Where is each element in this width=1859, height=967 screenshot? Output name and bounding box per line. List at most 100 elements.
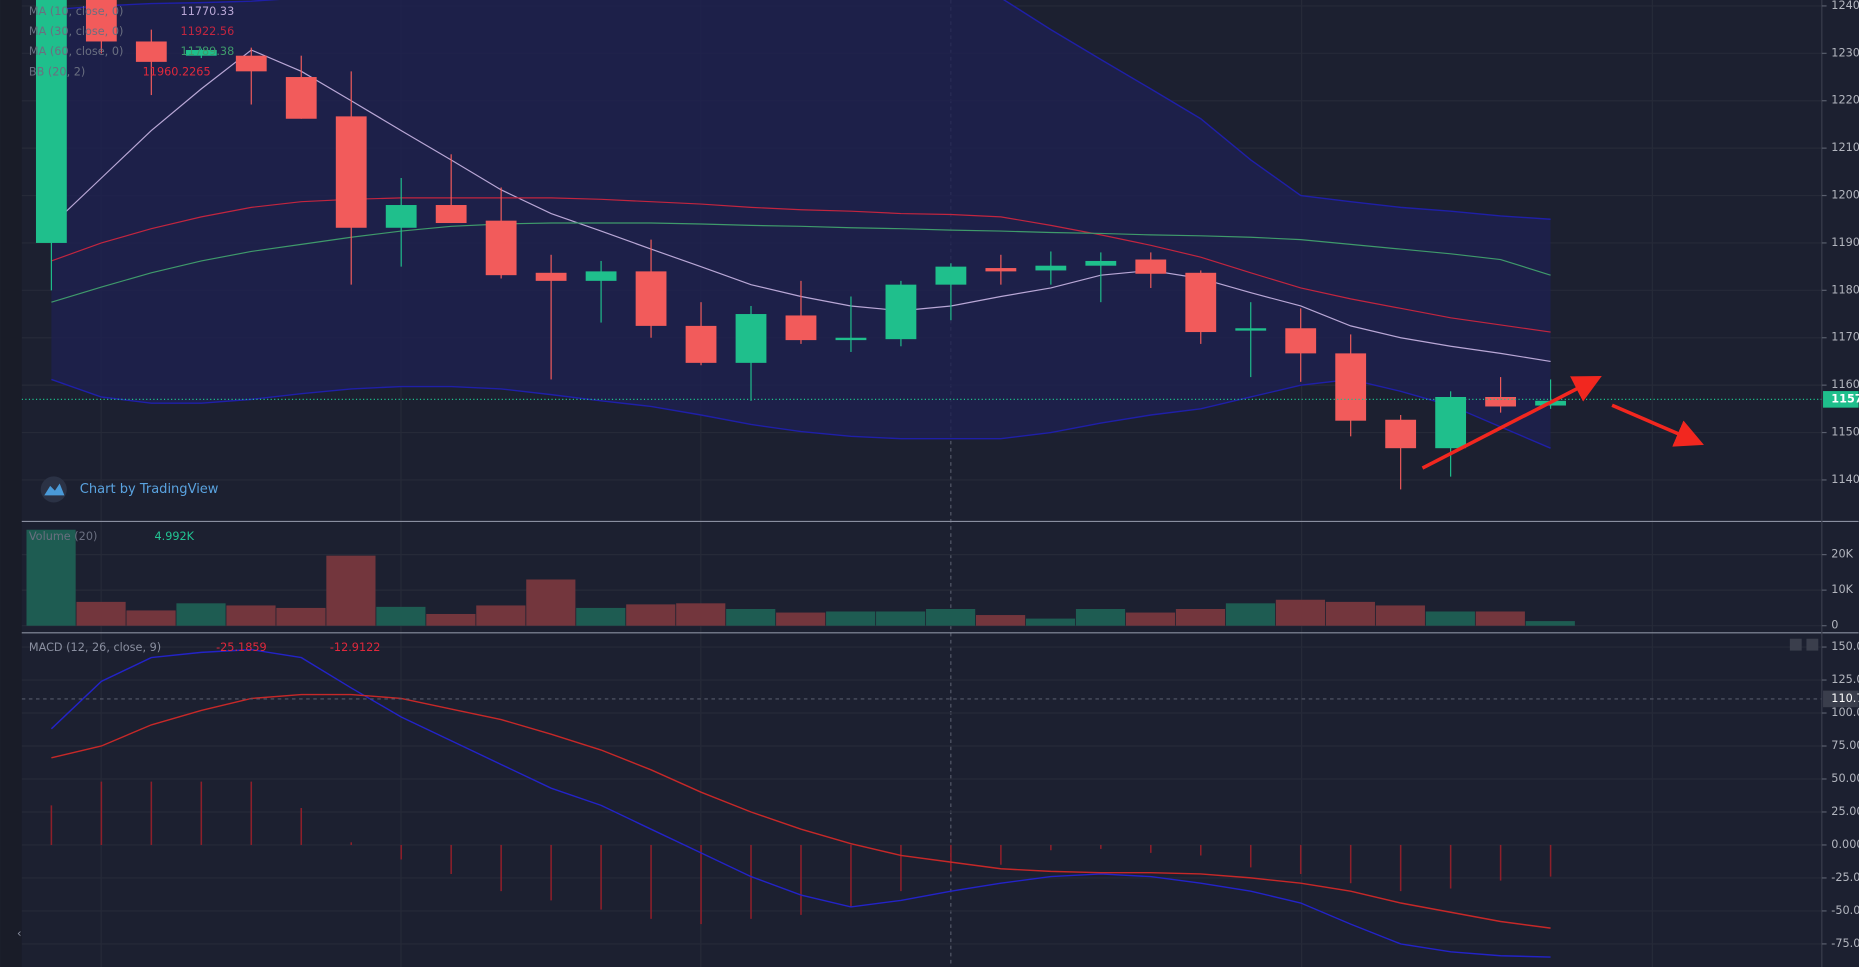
volume-bar — [1425, 611, 1475, 626]
volume-bar — [1275, 599, 1326, 626]
volume-bar — [426, 613, 476, 626]
legend-name: MA (10, close, 0) — [29, 5, 124, 18]
legend-value: -12.9122 — [330, 641, 381, 654]
y-tick-label: 100.0 — [1831, 706, 1859, 719]
last-price-box — [1823, 391, 1859, 408]
y-tick-label: 1220 — [1831, 94, 1859, 107]
volume-bar — [876, 611, 926, 626]
candle-body — [335, 116, 367, 228]
volume-bar — [276, 607, 326, 626]
y-tick-label: 20K — [1831, 548, 1853, 561]
volume-bar — [676, 603, 726, 626]
y-tick-label: 1140 — [1831, 473, 1859, 486]
y-tick-label: 50.00 — [1831, 772, 1859, 785]
y-tick-label: 1170 — [1831, 331, 1859, 344]
volume-bar — [1175, 608, 1226, 626]
macd-line — [51, 693, 1551, 929]
volume-bar — [1125, 612, 1176, 626]
legend-value: 11770.33 — [181, 5, 235, 18]
y-tick-label: 1240 — [1831, 0, 1859, 12]
candle-body — [135, 41, 167, 62]
y-tick-label: 1160 — [1831, 378, 1859, 391]
y-tick-label: 1210 — [1831, 141, 1859, 154]
legend-value: 11789.38 — [181, 45, 235, 58]
y-tick-label: 1230 — [1831, 46, 1859, 59]
candle-body — [1485, 396, 1517, 407]
volume-bar — [1025, 618, 1076, 626]
candle-body — [885, 284, 917, 340]
band-upper — [51, 0, 1551, 220]
candle-body — [1035, 265, 1067, 271]
volume-bar — [476, 605, 526, 626]
macd-line — [50, 648, 1551, 958]
volume-bar — [1375, 605, 1425, 626]
candle-body — [685, 325, 717, 363]
macd-pane — [21, 646, 1822, 958]
watermark: Chart by TradingView — [80, 482, 219, 497]
legend-name: Volume (20) — [29, 530, 98, 543]
legends: MA (10, close, 0) 11770.33 MA (30, close, … — [29, 5, 381, 654]
y-tick-label: -25.00 — [1831, 871, 1859, 884]
candle-body — [1085, 260, 1117, 266]
y-tick-label: 10K — [1831, 583, 1853, 596]
legend-value: -25.1859 — [216, 641, 267, 654]
toolbar[interactable] — [0, 0, 22, 967]
y-tick-label: 150.0 — [1831, 640, 1859, 653]
candle-body — [85, 0, 117, 42]
volume-bar — [326, 555, 376, 626]
band-lower — [51, 378, 1551, 449]
candle-body — [535, 272, 567, 281]
price-pane — [21, 0, 1822, 490]
candle-body — [35, 0, 67, 243]
candle-body — [435, 205, 467, 224]
volume-pane — [21, 529, 1822, 627]
volume-bar — [626, 604, 676, 626]
y-tick-label: 125.0 — [1831, 673, 1859, 686]
legend-name: BB (20, 2) — [29, 65, 85, 78]
candle-body — [1135, 259, 1167, 274]
arrow-up — [1421, 375, 1602, 470]
volume-bar — [926, 608, 976, 626]
candle-body — [1435, 396, 1467, 449]
legend-value: 11922.56 — [181, 25, 235, 38]
candle-body — [585, 271, 617, 281]
volume-bar — [126, 610, 176, 626]
candle-body — [1335, 353, 1367, 421]
legend-name: MA (60, close, 0) — [29, 45, 124, 58]
candle-body — [635, 271, 667, 326]
volume-bar — [226, 605, 276, 626]
legend-value: 11960.2265 — [143, 65, 211, 78]
y-tick-label: 25.00 — [1831, 805, 1859, 818]
candle-body — [385, 205, 417, 228]
y-tick-label: 1150 — [1831, 426, 1859, 439]
volume-bar — [26, 529, 76, 626]
candle-body — [1285, 328, 1317, 354]
axes: 1240 1230 1220 1210 1200 1190 1180 1170 1160 1150… — [1821, 0, 1859, 950]
collapse-toggle[interactable]: ‹ — [17, 927, 22, 940]
volume-bar — [826, 611, 876, 626]
arrow-down — [1611, 403, 1704, 447]
candle-body — [985, 268, 1017, 272]
volume-bar — [76, 601, 126, 626]
last-price-label: 1157 — [1831, 392, 1859, 405]
ma-line — [51, 197, 1551, 333]
candle-body — [785, 315, 817, 341]
candle-body — [935, 266, 967, 285]
volume-bar — [1225, 603, 1276, 626]
pane-button[interactable] — [1789, 638, 1802, 651]
candle-body — [185, 50, 217, 56]
candle-body — [1235, 328, 1267, 331]
y-tick-label: 0 — [1831, 619, 1838, 632]
pane-button[interactable] — [1806, 638, 1819, 651]
candle-body — [1385, 419, 1417, 449]
legend-value: 4.992K — [154, 530, 194, 543]
volume-bar — [1475, 611, 1525, 626]
volume-bar — [1525, 621, 1575, 626]
candle-body — [835, 337, 867, 341]
y-tick-label: -75.00 — [1831, 937, 1859, 950]
y-tick-label: -50.00 — [1831, 904, 1859, 917]
legend-name: MA (30, close, 0) — [29, 25, 124, 38]
ma-line — [51, 222, 1551, 303]
